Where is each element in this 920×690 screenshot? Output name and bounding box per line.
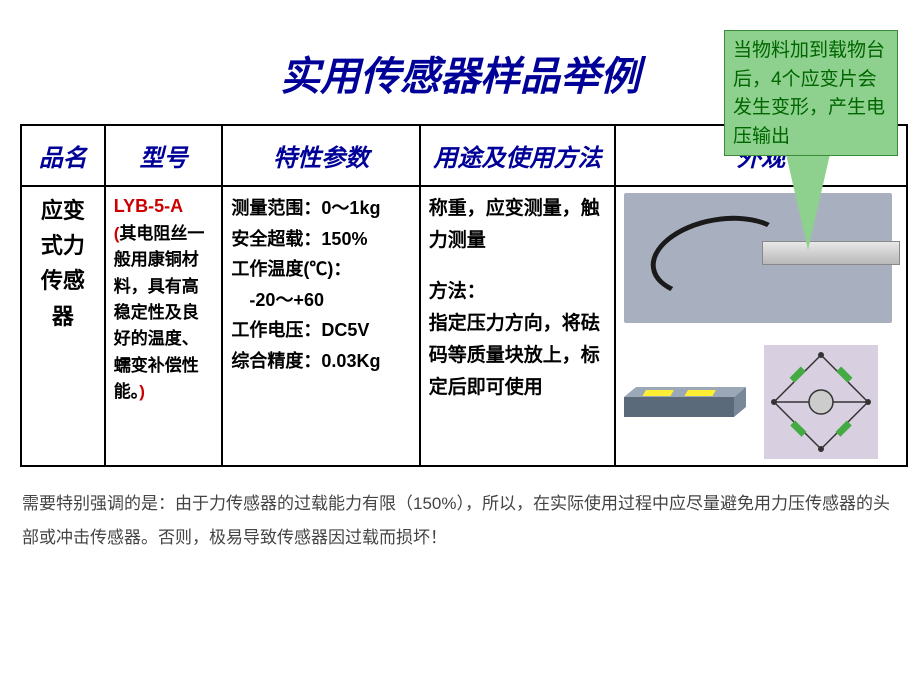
usage-purpose: 称重，应变测量，触力测量: [429, 193, 606, 258]
spec-voltage: 工作电压：DC5V: [231, 315, 410, 346]
sensor-table: 品名 型号 特性参数 用途及使用方法 外观 应变式力传感器 LYB-5-A (其…: [20, 124, 908, 467]
model-code: LYB-5-A: [114, 193, 214, 221]
cell-name: 应变式力传感器: [21, 186, 105, 466]
sensor-photo: [624, 193, 892, 323]
footer-note: 需要特别强调的是：由于力传感器的过载能力有限（150%），所以，在实际使用过程中…: [0, 467, 920, 555]
usage-method-label: 方法：: [429, 276, 606, 308]
usage-method-text: 指定压力方向，将砝码等质量块放上，标定后即可使用: [429, 308, 606, 405]
spec-accuracy: 综合精度：0.03Kg: [231, 346, 410, 377]
paren-close: ): [139, 382, 145, 401]
header-usage: 用途及使用方法: [420, 125, 615, 186]
header-spec: 特性参数: [222, 125, 419, 186]
spec-overload: 安全超载：150%: [231, 224, 410, 255]
spec-temp-value: -20～+60: [231, 285, 410, 316]
diagram-row: [624, 345, 898, 459]
sensor-bar-icon: [762, 241, 900, 265]
bridge-diagram: [764, 345, 878, 459]
model-note-wrapper: (其电阻丝一般用康铜材料，具有高稳定性及良好的温度、蠕变补偿性能。): [114, 221, 214, 405]
header-model: 型号: [105, 125, 223, 186]
callout-box: 当物料加到载物台后，4个应变片会发生变形，产生电压输出: [724, 30, 898, 156]
cell-usage: 称重，应变测量，触力测量 方法： 指定压力方向，将砝码等质量块放上，标定后即可使…: [420, 186, 615, 466]
sensor-name: 应变式力传感器: [30, 193, 96, 334]
cell-appearance: [615, 186, 907, 466]
spec-temp-label: 工作温度(℃)：: [231, 254, 410, 285]
data-row: 应变式力传感器 LYB-5-A (其电阻丝一般用康铜材料，具有高稳定性及良好的温…: [21, 186, 907, 466]
beam-diagram: [624, 383, 746, 421]
header-name: 品名: [21, 125, 105, 186]
spec-range: 测量范围：0～1kg: [231, 193, 410, 224]
cell-spec: 测量范围：0～1kg 安全超载：150% 工作温度(℃)： -20～+60 工作…: [222, 186, 419, 466]
model-note: 其电阻丝一般用康铜材料，具有高稳定性及良好的温度、蠕变补偿性能。: [114, 224, 205, 401]
cell-model: LYB-5-A (其电阻丝一般用康铜材料，具有高稳定性及良好的温度、蠕变补偿性能…: [105, 186, 223, 466]
callout-tail: [786, 154, 830, 250]
